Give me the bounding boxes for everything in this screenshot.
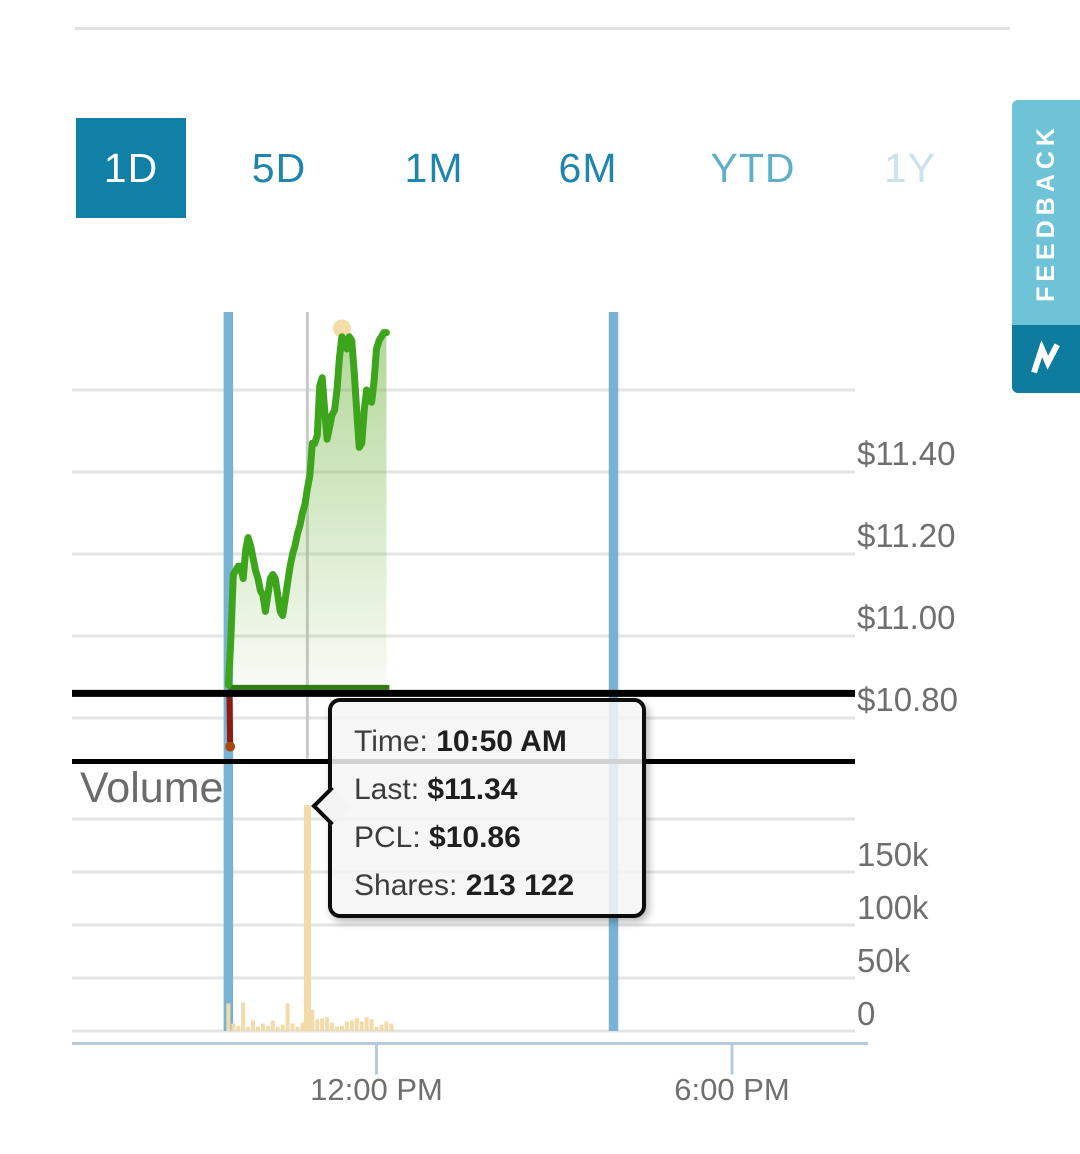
- volume-bar: [325, 1017, 330, 1031]
- volume-bar: [256, 1026, 260, 1031]
- volume-bar: [275, 1026, 280, 1031]
- volume-bar: [369, 1019, 374, 1031]
- feedback-icon-zone: [1012, 325, 1080, 393]
- price-tick-label: $11.00: [857, 599, 956, 636]
- chart-tooltip: Time: 10:50 AM Last: $11.34 PCL: $10.86 Sha…: [311, 698, 646, 918]
- volume-tick-label: 150k: [857, 836, 929, 873]
- feedback-label-zone: FEEDBACK: [1012, 100, 1080, 325]
- volume-bar: [364, 1017, 369, 1031]
- volume-bar: [251, 1020, 256, 1031]
- volume-tick-label: 50k: [857, 942, 911, 979]
- tab-label: 1M: [404, 144, 464, 191]
- feedback-logo-icon: [1031, 341, 1060, 374]
- tooltip-row-label: Last:: [354, 773, 428, 806]
- tooltip-row: Time: 10:50 AM: [354, 718, 642, 766]
- volume-tick-label: 100k: [857, 889, 929, 926]
- session-marker-bar: [608, 312, 619, 1031]
- volume-bar: [246, 1026, 251, 1031]
- tab-5d[interactable]: 5D: [224, 118, 334, 218]
- gridlines-layer: [72, 388, 855, 1033]
- tab-1y[interactable]: 1Y: [855, 118, 965, 218]
- time-tick-label: 6:00 PM: [674, 1072, 790, 1107]
- volume-bar: [231, 1023, 236, 1031]
- time-axis-layer: [72, 1042, 868, 1075]
- volume-bar: [344, 1021, 349, 1031]
- tooltip-row: Last: $11.34: [354, 766, 642, 814]
- volume-bar: [310, 1009, 315, 1031]
- tab-1d[interactable]: 1D: [76, 118, 186, 218]
- volume-bars-layer: [226, 805, 394, 1031]
- volume-bar: [241, 1002, 246, 1031]
- tab-label: 5D: [251, 144, 307, 191]
- tab-label: 1D: [103, 144, 159, 191]
- volume-bar: [379, 1024, 384, 1031]
- price-tick-label: $11.20: [857, 517, 956, 554]
- high-marker-dot: [332, 319, 351, 338]
- volume-bar: [374, 1026, 379, 1031]
- tooltip-row: Shares: 213 122: [354, 862, 642, 910]
- volume-bar-selected: [303, 805, 311, 1031]
- volume-panel-title: Volume: [80, 764, 224, 812]
- volume-bar: [285, 1003, 290, 1031]
- top-divider: [75, 27, 1010, 30]
- feedback-label: FEEDBACK: [1031, 123, 1060, 302]
- volume-bar: [335, 1026, 339, 1031]
- volume-bar: [330, 1022, 335, 1031]
- price-tick-label: $10.80: [857, 681, 958, 718]
- tooltip-row-label: Shares:: [354, 869, 466, 902]
- volume-bar: [300, 1022, 305, 1031]
- tooltip-row-value: $10.86: [429, 821, 521, 854]
- volume-bar: [354, 1018, 359, 1031]
- tooltip-row-label: PCL:: [354, 821, 430, 854]
- volume-bar: [384, 1021, 389, 1031]
- volume-bar: [389, 1023, 394, 1031]
- volume-bar: [236, 1025, 241, 1031]
- tooltip-rows: Time: 10:50 AM Last: $11.34 PCL: $10.86 Sha…: [354, 718, 642, 910]
- volume-bar: [359, 1021, 364, 1031]
- tooltip-row-value: 213 122: [465, 869, 575, 902]
- volume-bar: [265, 1025, 270, 1031]
- volume-bar: [315, 1019, 320, 1031]
- price-line-layer: [224, 319, 390, 752]
- tab-6m[interactable]: 6M: [533, 118, 643, 218]
- volume-tick-label: 0: [857, 995, 876, 1032]
- range-tab-bar: 1D 5D 1M 6M YTD 1Y: [0, 118, 1010, 218]
- volume-bar: [270, 1020, 275, 1031]
- tab-label: YTD: [710, 144, 796, 191]
- tab-ytd[interactable]: YTD: [698, 118, 808, 218]
- volume-bar: [295, 1026, 300, 1031]
- tab-label: 6M: [558, 144, 618, 191]
- tooltip-row-value: 10:50 AM: [436, 725, 567, 758]
- volume-bar: [280, 1024, 285, 1031]
- volume-bar: [320, 1018, 325, 1031]
- price-tick-label: $11.40: [857, 435, 956, 472]
- open-dip-endpoint: [225, 741, 236, 752]
- tooltip-row: PCL: $10.86: [354, 814, 642, 862]
- tooltip-row-label: Time:: [354, 725, 437, 758]
- time-tick-label: 12:00 PM: [310, 1072, 443, 1107]
- volume-bar: [290, 1023, 295, 1031]
- price-line: [224, 329, 390, 689]
- volume-bar: [339, 1025, 344, 1031]
- tooltip-row-value: $11.34: [427, 773, 518, 806]
- open-dip-segment: [226, 690, 234, 748]
- volume-bar: [260, 1023, 265, 1031]
- volume-bar: [349, 1020, 354, 1031]
- volume-bar: [226, 1003, 231, 1031]
- tab-label: 1Y: [883, 144, 937, 191]
- feedback-button[interactable]: FEEDBACK: [1012, 100, 1080, 393]
- tab-1m[interactable]: 1M: [379, 118, 489, 218]
